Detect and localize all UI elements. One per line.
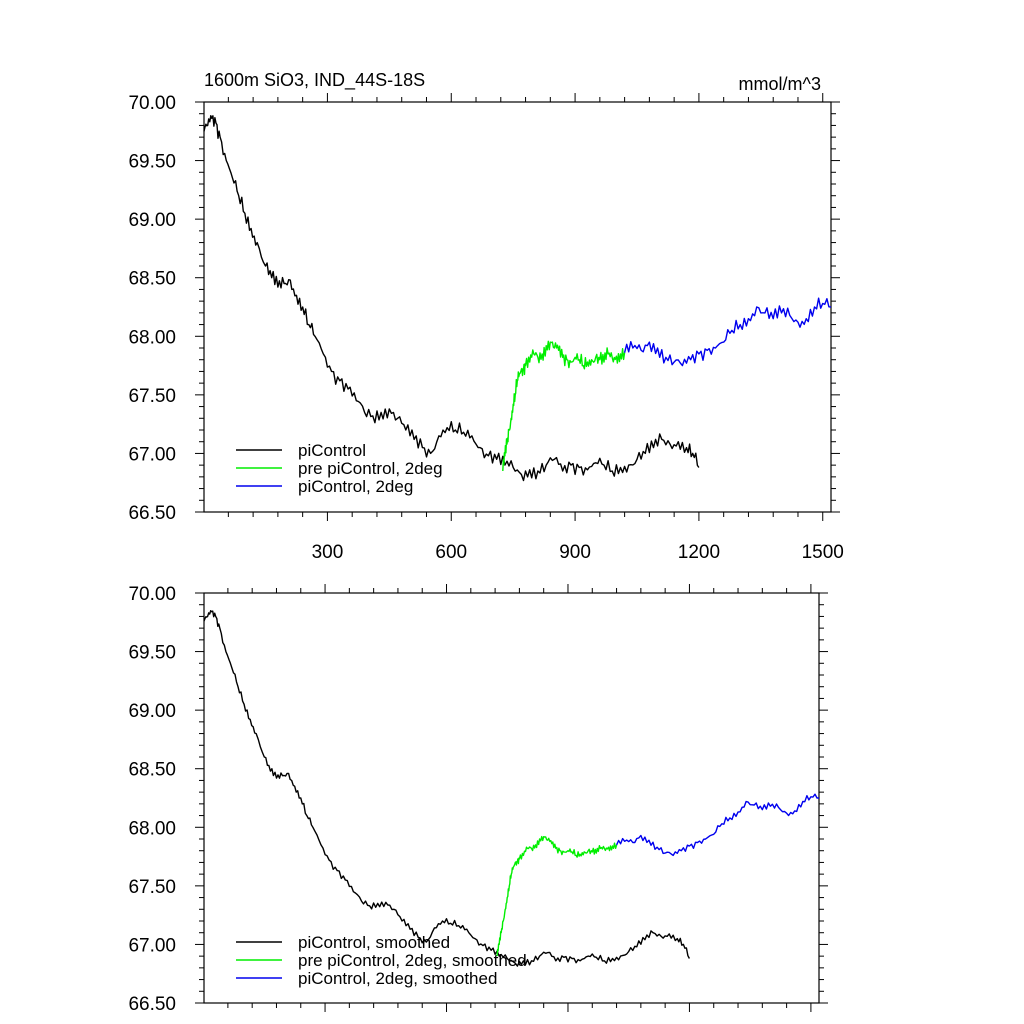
y-tick-label: 68.50: [128, 269, 176, 290]
y-tick-label: 70.00: [128, 93, 176, 114]
y-tick-label: 68.50: [128, 760, 176, 781]
series-line-3: [623, 297, 832, 367]
chart-panel-1: 70.00 69.50 69.00 68.50 68.00 67.50 67.00 66.50…: [128, 70, 843, 563]
y-tick-label: 67.00: [128, 935, 176, 956]
y-tick-label: 69.00: [128, 701, 176, 722]
x-tick-label: 300: [312, 542, 344, 563]
x-tick-label: 600: [435, 542, 467, 563]
units-label: mmol/m^3: [739, 74, 821, 94]
x-tick-label: 1500: [802, 542, 844, 563]
y-tick-label: 67.50: [128, 877, 176, 898]
y-tick-label: 69.50: [128, 643, 176, 664]
series-line-2: [496, 835, 618, 957]
y-tick-label: 67.00: [128, 444, 176, 465]
chart-title: 1600m SiO3, IND_44S-18S: [204, 70, 425, 91]
x-tick-label: 900: [559, 542, 591, 563]
legend-label: piControl, 2deg: [298, 477, 413, 496]
series-line-1: [203, 610, 691, 967]
y-tick-label: 67.50: [128, 386, 176, 407]
chart-panel-2: 70.00 69.50 69.00 68.50 68.00 67.50 67.00 66.50…: [128, 584, 828, 1015]
plot-frame: [203, 592, 820, 1004]
legend-label: piControl, 2deg, smoothed: [298, 969, 497, 988]
y-tick-label: 70.00: [128, 584, 176, 605]
legend-label: pre piControl, 2deg: [298, 459, 443, 478]
y-tick-label: 66.50: [128, 503, 176, 524]
series-line-2: [502, 340, 626, 472]
legend-label: piControl: [298, 441, 366, 460]
y-tick-label: 69.50: [128, 152, 176, 173]
x-tick-label: 1200: [678, 542, 720, 563]
y-tick-label: 68.00: [128, 327, 176, 348]
series-line-3: [615, 793, 819, 857]
y-tick-label: 66.50: [128, 994, 176, 1015]
legend-label: piControl, smoothed: [298, 933, 450, 952]
series-line-1: [203, 114, 700, 482]
legend-label: pre piControl, 2deg, smoothed: [298, 951, 527, 970]
y-tick-label: 69.00: [128, 210, 176, 231]
y-tick-label: 68.00: [128, 818, 176, 839]
